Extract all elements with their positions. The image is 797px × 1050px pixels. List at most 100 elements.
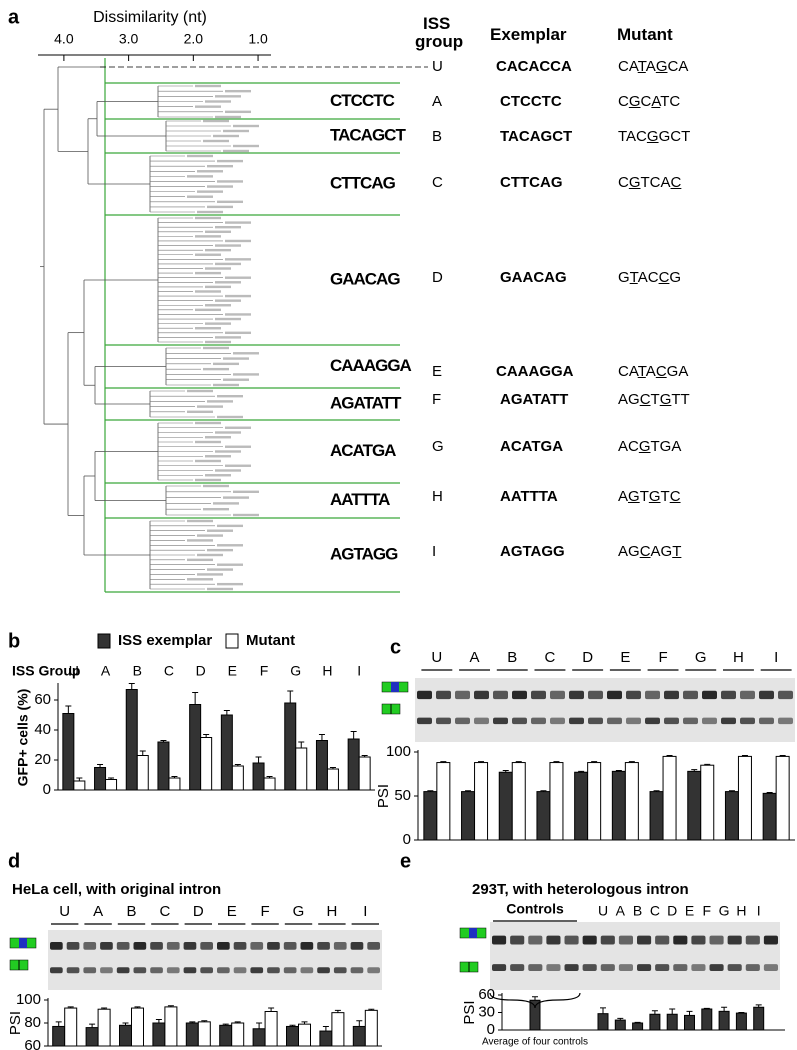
x-tick-label: I — [757, 903, 761, 919]
gel-band — [100, 967, 113, 974]
chart-title: HeLa cell, with original intron — [12, 881, 221, 898]
leaf-label — [225, 89, 251, 93]
gel-band — [250, 967, 264, 974]
gel-band — [300, 967, 314, 974]
leaf-label — [205, 340, 231, 344]
bar — [231, 1022, 245, 1047]
leaf-label — [187, 519, 213, 523]
leaf-label — [225, 313, 251, 316]
gel-band — [528, 964, 543, 971]
gel-band — [267, 942, 280, 950]
leaf-label — [195, 271, 221, 275]
gel-band — [655, 935, 670, 945]
leaf-label — [195, 235, 221, 238]
gel-band — [217, 967, 230, 974]
x-tick-label: D — [196, 663, 206, 679]
gel-band — [588, 717, 603, 725]
leaf-label — [213, 134, 239, 138]
mutant-segment: G — [659, 391, 672, 408]
leaf-label — [217, 180, 243, 183]
leaf-label — [223, 378, 249, 381]
leaf-label — [187, 410, 213, 413]
error-bar — [578, 770, 585, 773]
leaf-label — [225, 331, 251, 335]
error-bar — [255, 756, 262, 763]
axis-tick-label: 3.0 — [119, 31, 139, 47]
x-tick-label: I — [357, 663, 361, 679]
leaf-label — [213, 383, 239, 387]
bar — [587, 762, 602, 841]
leaf-label — [233, 352, 259, 355]
group-cell: E — [432, 363, 443, 380]
error-bar — [298, 741, 305, 748]
leaf-label — [197, 405, 223, 408]
error-bar — [600, 1007, 606, 1014]
gel-band — [510, 935, 525, 945]
mutant-segment: CA — [618, 58, 638, 75]
category-row-label: ISS Group — [12, 663, 80, 679]
error-bar — [721, 1006, 728, 1012]
bar — [436, 762, 451, 841]
gel-band — [116, 942, 130, 950]
bar — [549, 762, 564, 841]
gel-band — [582, 964, 597, 971]
leaf-label — [187, 154, 213, 158]
gel-band — [436, 717, 451, 725]
bar — [718, 1010, 730, 1031]
mutant-segment: TAC — [618, 128, 647, 145]
mutant-segment: G — [646, 128, 659, 145]
error-bar — [653, 790, 660, 792]
gel-band — [550, 690, 565, 700]
x-tick-label: A — [470, 649, 480, 666]
y-tick-label: 0 — [43, 781, 51, 798]
error-bar — [171, 776, 178, 778]
axis-tick-label: 1.0 — [248, 31, 268, 47]
leaf-label — [197, 534, 223, 537]
mutant-segment: T — [660, 488, 670, 505]
gel-band — [133, 967, 147, 974]
leaf-label — [223, 129, 249, 133]
x-tick-label: H — [736, 903, 746, 919]
bar — [263, 777, 276, 791]
leaf-label — [207, 548, 233, 552]
bar — [73, 780, 86, 791]
bar — [649, 791, 664, 841]
error-bar — [122, 1022, 129, 1026]
leaf-label — [205, 322, 231, 325]
x-tick-label: G — [293, 903, 305, 920]
gel-band — [727, 935, 742, 945]
gel-band — [721, 690, 736, 700]
error-bar — [222, 1023, 229, 1026]
axis-tick-label: 2.0 — [184, 31, 204, 47]
mutant-cell: TACGGCT — [618, 128, 690, 146]
y-tick-label: 40 — [34, 721, 51, 738]
error-bar — [76, 777, 83, 781]
y-tick-label: 60 — [478, 986, 495, 1003]
mutant-segment: AG — [618, 391, 640, 408]
leaf-label — [215, 299, 241, 302]
bar — [298, 1023, 311, 1047]
sequence-logo: CAAAGGA — [330, 356, 412, 375]
gel-band — [702, 690, 717, 700]
group-cell: H — [432, 488, 443, 505]
mutant-segment: T — [639, 488, 649, 505]
gel-band — [745, 964, 760, 971]
error-bar — [779, 755, 786, 757]
leaf-label — [225, 239, 251, 243]
mutant-segment: AG — [650, 543, 673, 560]
mutant-segment: T — [629, 269, 638, 286]
exemplar-cell: CACACCA — [496, 58, 572, 75]
leaf-label — [207, 568, 233, 571]
x-tick-label: D — [193, 903, 204, 920]
bar — [753, 1006, 765, 1031]
leaf-label — [213, 502, 239, 505]
panel-label: c — [390, 636, 401, 658]
leaf-label — [215, 317, 241, 321]
gel-band — [83, 942, 97, 950]
error-bar — [591, 761, 598, 763]
leaf-label — [215, 225, 241, 229]
exemplar-cell: AATTTA — [500, 488, 558, 505]
legend-label: ISS exemplar — [118, 632, 212, 649]
gel-band — [333, 967, 347, 974]
